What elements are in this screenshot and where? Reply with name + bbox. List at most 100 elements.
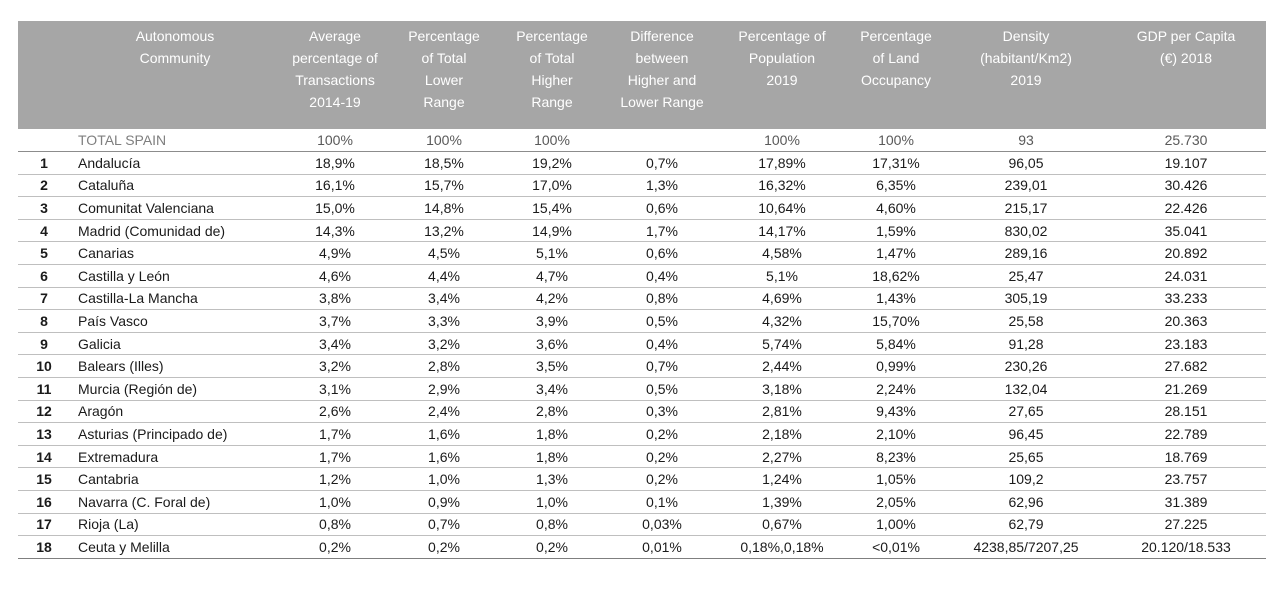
value-cell: 4,69% <box>718 287 846 311</box>
column-header: Autonomous Community <box>70 21 280 129</box>
table-row: 2 Cataluña 16,1% 15,7% 17,0% 1,3% 16,32% 6,35% 2… <box>18 174 1266 198</box>
value-cell: 62,96 <box>946 490 1106 514</box>
value-cell: 13,2% <box>390 219 498 243</box>
value-cell: 4,9% <box>280 241 390 266</box>
column-header: Difference between Higher and Lower Range <box>606 21 718 129</box>
community-name-cell: Aragón <box>70 400 280 424</box>
value-cell: 0,8% <box>606 287 718 311</box>
value-cell: 33.233 <box>1106 287 1266 311</box>
column-header: Average percentage of Transactions 2014-19 <box>280 21 390 129</box>
value-cell: 14,17% <box>718 219 846 243</box>
community-name-cell: Madrid (Comunidad de) <box>70 219 280 243</box>
table-row: 11 Murcia (Región de) 3,1% 2,9% 3,4% 0,5% 3,18… <box>18 377 1266 401</box>
table-row: 14 Extremadura 1,7% 1,6% 1,8% 0,2% 2,27% 8,23% 2… <box>18 445 1266 469</box>
value-cell: 1,59% <box>846 219 946 243</box>
value-cell: 0,8% <box>280 513 390 537</box>
value-cell: 0,2% <box>606 445 718 469</box>
table-row: 15 Cantabria 1,2% 1,0% 1,3% 0,2% 1,24% 1,05% 109… <box>18 467 1266 491</box>
value-cell: 17,0% <box>498 174 606 198</box>
value-cell: 4,6% <box>280 264 390 288</box>
rank-cell: 6 <box>18 264 70 288</box>
value-cell: 25,47 <box>946 264 1106 288</box>
value-cell: 3,8% <box>280 287 390 311</box>
value-cell: 15,70% <box>846 309 946 333</box>
column-header <box>18 21 70 129</box>
value-cell: 0,03% <box>606 513 718 537</box>
community-name-cell: Ceuta y Melilla <box>70 535 280 559</box>
value-cell: 0,7% <box>606 151 718 175</box>
value-cell: 19.107 <box>1106 151 1266 175</box>
community-name-cell: Andalucía <box>70 151 280 175</box>
community-name-cell: Murcia (Región de) <box>70 377 280 401</box>
value-cell: 109,2 <box>946 467 1106 491</box>
value-cell: 1,2% <box>280 467 390 491</box>
value-cell: 3,6% <box>498 332 606 356</box>
autonomous-community-table: Autonomous Community Average percentage of T… <box>18 21 1266 559</box>
value-cell: 239,01 <box>946 174 1106 198</box>
column-header: Percentage of Land Occupancy <box>846 21 946 129</box>
value-cell: 0,18%,0,18% <box>718 535 846 559</box>
rank-cell: 1 <box>18 151 70 175</box>
value-cell <box>606 129 718 153</box>
rank-cell: 15 <box>18 467 70 491</box>
value-cell: 0,6% <box>606 241 718 266</box>
value-cell: 14,9% <box>498 219 606 243</box>
value-cell: 3,7% <box>280 309 390 333</box>
value-cell: 10,64% <box>718 196 846 220</box>
value-cell: 19,2% <box>498 151 606 175</box>
header-row: Autonomous Community Average percentage of T… <box>18 21 1266 129</box>
value-cell: 0,1% <box>606 490 718 514</box>
community-name-cell: TOTAL SPAIN <box>70 129 280 153</box>
value-cell: 1,39% <box>718 490 846 514</box>
value-cell: 0,4% <box>606 332 718 356</box>
value-cell: 93 <box>946 129 1106 153</box>
value-cell: 25,65 <box>946 445 1106 469</box>
value-cell: 1,24% <box>718 467 846 491</box>
value-cell: 5,1% <box>718 264 846 288</box>
value-cell: 230,26 <box>946 354 1106 379</box>
value-cell: 4,5% <box>390 241 498 266</box>
table-row: 8 País Vasco 3,7% 3,3% 3,9% 0,5% 4,32% 15,70% 25… <box>18 309 1266 333</box>
column-header: Percentage of Population 2019 <box>718 21 846 129</box>
value-cell: 2,4% <box>390 400 498 424</box>
community-name-cell: Balears (Illes) <box>70 354 280 379</box>
value-cell: 2,8% <box>390 354 498 379</box>
total-row: TOTAL SPAIN 100% 100% 100% 100% 100% 93 25.730 <box>18 129 1266 153</box>
rank-cell: 7 <box>18 287 70 311</box>
table-row: 5 Canarias 4,9% 4,5% 5,1% 0,6% 4,58% 1,47% 289,1… <box>18 241 1266 266</box>
value-cell: 35.041 <box>1106 219 1266 243</box>
rank-cell: 10 <box>18 354 70 379</box>
community-name-cell: País Vasco <box>70 309 280 333</box>
rank-cell: 4 <box>18 219 70 243</box>
value-cell: 20.363 <box>1106 309 1266 333</box>
table-row: 10 Balears (Illes) 3,2% 2,8% 3,5% 0,7% 2,44% 0,… <box>18 354 1266 379</box>
community-name-cell: Cantabria <box>70 467 280 491</box>
value-cell: 2,44% <box>718 354 846 379</box>
value-cell: 20.892 <box>1106 241 1266 266</box>
value-cell: 23.757 <box>1106 467 1266 491</box>
value-cell: 25.730 <box>1106 129 1266 153</box>
table-body: TOTAL SPAIN 100% 100% 100% 100% 100% 93 25.730 1… <box>18 129 1266 559</box>
value-cell: 4238,85/7207,25 <box>946 535 1106 559</box>
community-name-cell: Cataluña <box>70 174 280 198</box>
community-name-cell: Rioja (La) <box>70 513 280 537</box>
value-cell: 0,2% <box>606 467 718 491</box>
value-cell: 16,32% <box>718 174 846 198</box>
value-cell: 2,27% <box>718 445 846 469</box>
value-cell: 2,9% <box>390 377 498 401</box>
value-cell: 3,1% <box>280 377 390 401</box>
value-cell: 91,28 <box>946 332 1106 356</box>
value-cell: 18,62% <box>846 264 946 288</box>
value-cell: 3,3% <box>390 309 498 333</box>
value-cell: 0,9% <box>390 490 498 514</box>
table-row: 18 Ceuta y Melilla 0,2% 0,2% 0,2% 0,01% 0,18%,… <box>18 535 1266 559</box>
community-name-cell: Canarias <box>70 241 280 266</box>
value-cell: 0,6% <box>606 196 718 220</box>
value-cell: 1,00% <box>846 513 946 537</box>
column-header: Percentage of Total Higher Range <box>498 21 606 129</box>
value-cell: 1,7% <box>280 445 390 469</box>
value-cell: 3,18% <box>718 377 846 401</box>
value-cell: 1,0% <box>390 467 498 491</box>
value-cell: 1,3% <box>498 467 606 491</box>
value-cell: 9,43% <box>846 400 946 424</box>
